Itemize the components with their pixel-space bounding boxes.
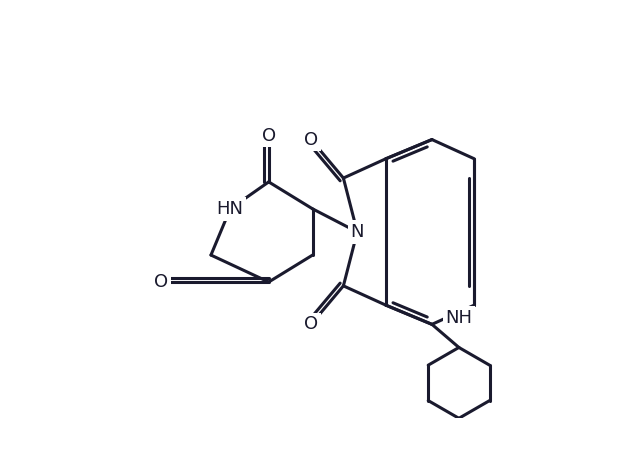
Text: HN: HN bbox=[217, 200, 244, 218]
Text: O: O bbox=[304, 315, 318, 333]
Text: NH: NH bbox=[445, 309, 472, 327]
Text: O: O bbox=[262, 127, 276, 145]
Text: O: O bbox=[304, 131, 318, 149]
Text: N: N bbox=[351, 223, 364, 241]
Text: O: O bbox=[154, 273, 168, 291]
